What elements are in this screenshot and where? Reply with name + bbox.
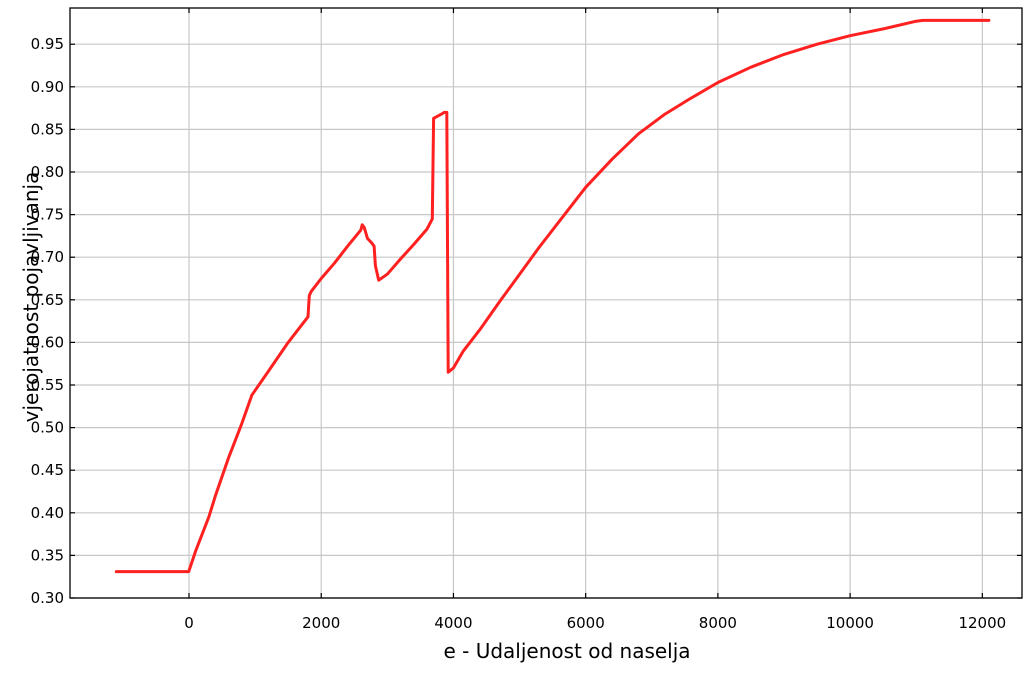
y-tick-label: 0.35: [31, 546, 64, 564]
y-axis-label: vjerojatnost pojavljivanja: [19, 172, 43, 423]
series-layer: [114, 18, 991, 574]
x-tick-label: 6000: [567, 614, 605, 632]
y-tick-label: 0.80: [31, 163, 64, 181]
y-tick-label: 0.85: [31, 120, 64, 138]
y-tick-label: 0.65: [31, 291, 64, 309]
y-tick-label: 0.90: [31, 78, 64, 96]
axis-tick-labels: 0 2000 4000 6000 8000 10000 12000 0.30 0.35 0.40 0…: [31, 35, 1007, 632]
y-tick-label: 0.70: [31, 248, 64, 266]
y-tick-label: 0.55: [31, 376, 64, 394]
y-tick-label: 0.60: [31, 333, 64, 351]
axis-ticks: [70, 8, 1022, 599]
y-tick-label: 0.50: [31, 419, 64, 437]
series-line: [114, 18, 991, 574]
x-tick-label: 0: [184, 614, 194, 632]
x-tick-label: 12000: [958, 614, 1006, 632]
y-tick-label: 0.95: [31, 35, 64, 53]
x-tick-label: 10000: [826, 614, 874, 632]
x-axis-label: e - Udaljenost od naselja: [443, 639, 690, 663]
grid: [70, 8, 1022, 599]
x-tick-label: 8000: [699, 614, 737, 632]
x-tick-label: 2000: [302, 614, 340, 632]
y-tick-label: 0.40: [31, 504, 64, 522]
x-tick-label: 4000: [434, 614, 472, 632]
y-tick-label: 0.30: [31, 589, 64, 607]
y-tick-label: 0.75: [31, 206, 64, 224]
plot-area-frame: [69, 7, 1023, 599]
y-tick-label: 0.45: [31, 461, 64, 479]
